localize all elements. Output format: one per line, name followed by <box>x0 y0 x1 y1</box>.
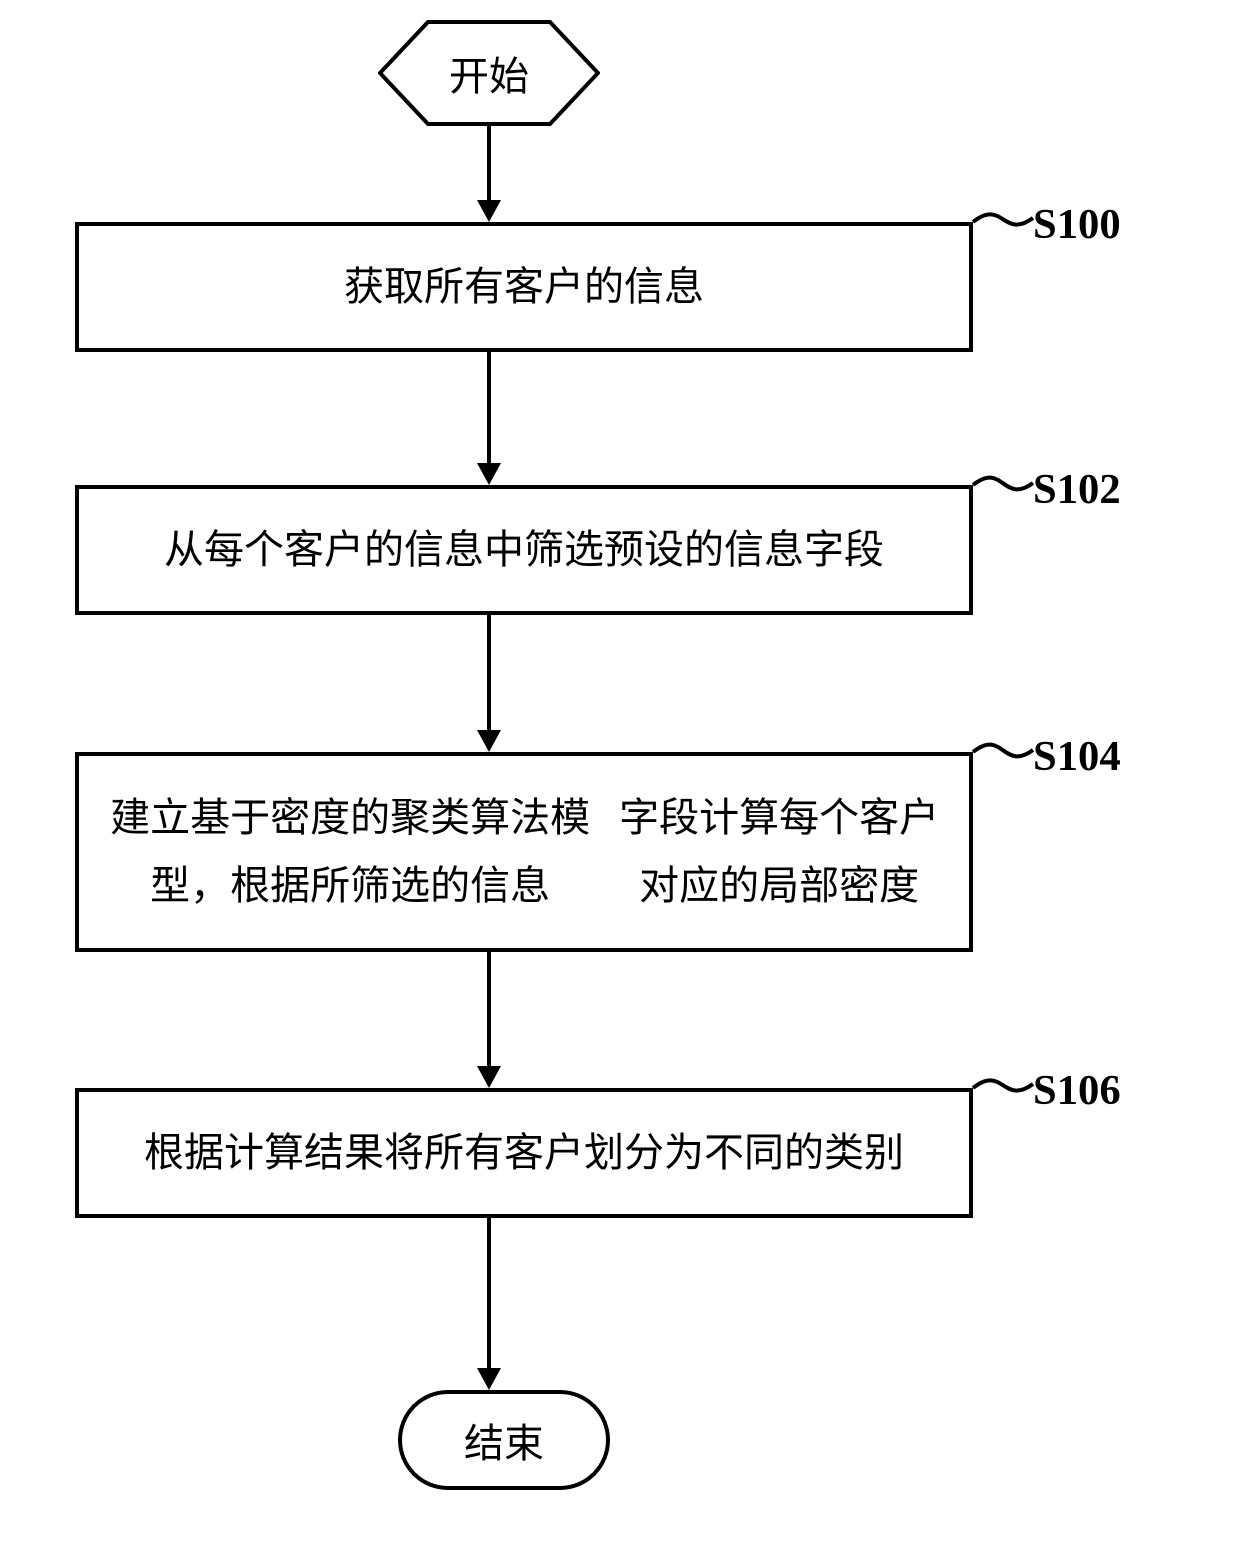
arrow-line <box>487 952 491 1068</box>
connector-curve <box>967 453 1039 515</box>
process-node-s100: 获取所有客户的信息 <box>75 222 973 352</box>
step-label-s102: S102 <box>1033 465 1121 514</box>
step-label-s106: S106 <box>1033 1066 1121 1115</box>
flowchart-canvas: 开始获取所有客户的信息 S100 从每个客户的信息中筛选预设的信息字段 S102 建立基… <box>0 0 1240 1546</box>
arrow-head-icon <box>477 200 501 222</box>
connector-curve <box>967 1054 1039 1118</box>
end-node: 结束 <box>398 1390 610 1490</box>
arrow-line <box>487 126 491 202</box>
step-label-s104: S104 <box>1033 732 1121 781</box>
arrow-head-icon <box>477 730 501 752</box>
arrow-line <box>487 1218 491 1370</box>
process-node-s102: 从每个客户的信息中筛选预设的信息字段 <box>75 485 973 615</box>
arrow-head-icon <box>477 1066 501 1088</box>
arrow-head-icon <box>477 463 501 485</box>
process-node-s106: 根据计算结果将所有客户划分为不同的类别 <box>75 1088 973 1218</box>
start-label: 开始 <box>378 20 600 126</box>
process-node-s104: 建立基于密度的聚类算法模型，根据所筛选的信息字段计算每个客户对应的局部密度 <box>75 752 973 952</box>
connector-curve <box>967 188 1039 252</box>
arrow-line <box>487 615 491 732</box>
connector-curve <box>967 720 1039 782</box>
step-label-s100: S100 <box>1033 200 1121 249</box>
start-node: 开始 <box>378 20 600 126</box>
arrow-line <box>487 352 491 465</box>
arrow-head-icon <box>477 1368 501 1390</box>
